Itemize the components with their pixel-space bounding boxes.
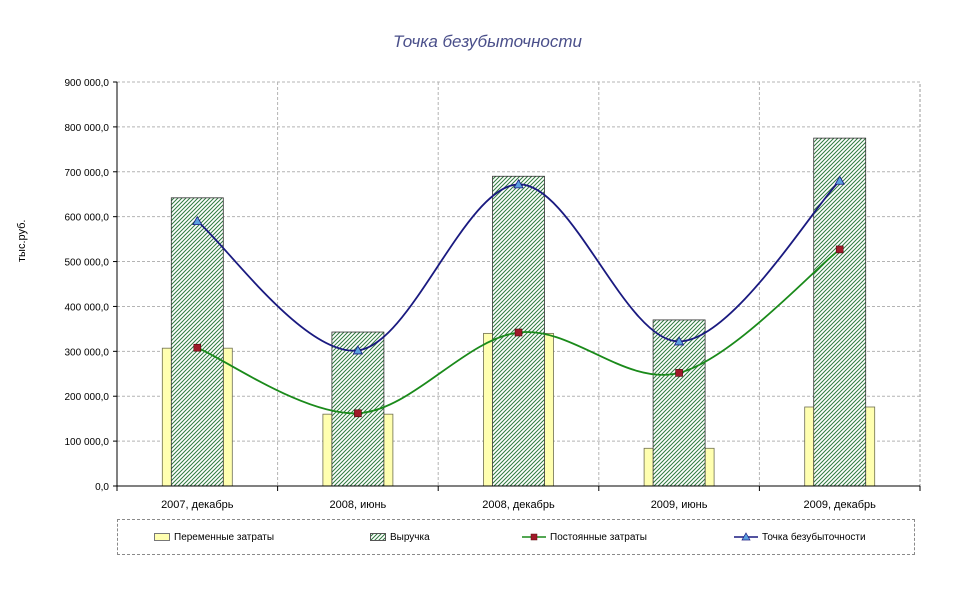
legend-swatch-revenue xyxy=(370,533,386,541)
marker-fixed-costs xyxy=(514,328,523,337)
chart-title: Точка безубыточности xyxy=(392,32,582,51)
x-tick-label: 2009, декабрь xyxy=(803,499,876,511)
bar-revenue xyxy=(652,319,706,487)
x-tick-label: 2009, июнь xyxy=(651,499,708,511)
marker-fixed-costs xyxy=(675,369,683,377)
legend-item-breakeven: Точка безубыточности xyxy=(734,530,866,544)
bar-revenue xyxy=(170,197,224,487)
y-tick-label: 200 000,0 xyxy=(65,392,110,403)
legend-label-revenue: Выручка xyxy=(390,531,430,543)
bar-revenue xyxy=(813,137,867,487)
x-tick-label: 2008, декабрь xyxy=(482,499,555,511)
marker-fixed-costs xyxy=(193,343,202,352)
x-tick-label: 2008, июнь xyxy=(330,499,387,511)
legend-item-revenue: Выручка xyxy=(370,530,430,544)
marker-breakeven xyxy=(673,336,685,346)
legend-swatch-variable-costs xyxy=(154,533,170,541)
y-tick-label: 0,0 xyxy=(95,482,109,493)
marker-fixed-costs xyxy=(354,409,362,418)
y-tick-label: 500 000,0 xyxy=(65,258,110,269)
marker-breakeven xyxy=(352,345,364,355)
marker-breakeven xyxy=(513,179,524,189)
legend-swatch-fixed-costs xyxy=(522,533,546,541)
marker-breakeven xyxy=(192,215,203,226)
y-tick-label: 100 000,0 xyxy=(65,437,110,448)
x-tick-label: 2007, декабрь xyxy=(161,499,234,511)
legend-item-variable-costs: Переменные затраты xyxy=(154,530,274,544)
y-tick-label: 600 000,0 xyxy=(65,213,110,224)
bar-revenue xyxy=(331,331,385,487)
legend: Переменные затраты Выручка Постоянные за… xyxy=(117,519,915,555)
y-tick-label: 400 000,0 xyxy=(65,302,110,313)
legend-label-variable-costs: Переменные затраты xyxy=(174,531,275,543)
marker-fixed-costs xyxy=(835,245,844,254)
y-tick-label: 700 000,0 xyxy=(65,168,110,179)
y-tick-label: 800 000,0 xyxy=(65,123,110,134)
legend-label-fixed-costs: Постоянные затраты xyxy=(550,531,647,543)
legend-label-breakeven: Точка безубыточности xyxy=(762,531,866,543)
y-tick-label: 900 000,0 xyxy=(65,78,110,89)
legend-swatch-breakeven xyxy=(734,532,758,541)
y-tick-label: 300 000,0 xyxy=(65,347,110,358)
legend-item-fixed-costs: Постоянные затраты xyxy=(522,530,647,544)
marker-breakeven xyxy=(834,175,845,185)
